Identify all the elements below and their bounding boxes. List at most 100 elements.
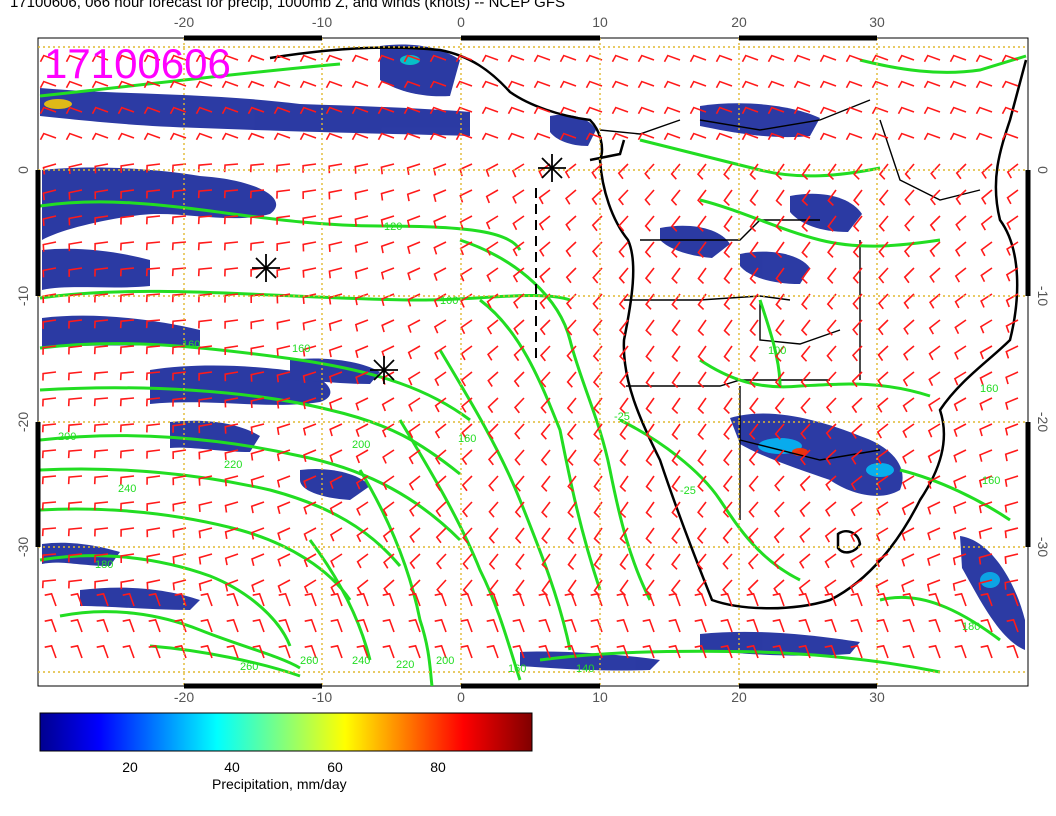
wind-barb: [329, 397, 343, 410]
wind-barb: [668, 644, 681, 659]
wind-barb: [923, 54, 941, 63]
svg-text:120: 120: [384, 221, 402, 233]
wind-barb: [304, 618, 317, 633]
wind-barb: [224, 293, 239, 303]
wind-barb: [799, 527, 811, 543]
wind-barb: [949, 80, 967, 89]
wind-barb: [172, 475, 187, 486]
wind-barb: [928, 319, 941, 335]
wind-barb: [65, 132, 83, 141]
wind-barb: [928, 293, 941, 309]
precipitation-maxima: [44, 55, 1000, 588]
wind-barb: [146, 449, 161, 459]
wind-barb: [250, 371, 265, 382]
wind-barb: [486, 592, 499, 607]
wind-barb: [746, 592, 759, 607]
wind-barb: [434, 345, 447, 360]
wind-barb: [325, 54, 343, 63]
wind-barb: [801, 267, 811, 284]
wind-barb: [801, 293, 811, 310]
wind-barb: [68, 189, 83, 200]
wind-barb: [722, 527, 733, 544]
wind-barb: [670, 163, 681, 180]
wind-barb: [198, 345, 213, 355]
wind-barb: [120, 241, 135, 251]
wind-barb: [226, 618, 239, 633]
wind-barb: [325, 132, 343, 141]
wind-barb: [94, 163, 109, 174]
wind-barb: [93, 319, 109, 329]
wind-barb: [825, 397, 837, 414]
wind-barb: [850, 592, 863, 607]
wind-barb: [775, 293, 785, 310]
wind-barb: [671, 267, 681, 284]
wind-barb: [226, 644, 239, 659]
wind-barb: [903, 241, 915, 258]
wind-barb: [302, 423, 317, 436]
wind-barb: [619, 345, 629, 362]
wind-barb: [408, 618, 421, 633]
wind-barb: [42, 215, 57, 226]
wind-barb: [354, 163, 369, 174]
svg-text:30: 30: [869, 689, 885, 705]
wind-barb: [663, 54, 681, 63]
wind-barb: [827, 163, 837, 180]
wind-barb: [302, 319, 317, 331]
wind-barb: [330, 618, 343, 633]
wind-barb: [723, 215, 733, 232]
svg-text:180: 180: [95, 559, 113, 571]
wind-barb: [559, 132, 577, 141]
wind-barb: [978, 527, 993, 539]
wind-barb: [514, 501, 525, 518]
wind-barb: [694, 618, 707, 633]
wind-barb: [619, 371, 629, 388]
wind-barb: [952, 579, 967, 591]
wind-barb: [722, 553, 733, 570]
wind-barb: [119, 319, 135, 329]
wind-barb: [696, 553, 707, 570]
wind-barb: [801, 241, 811, 258]
svg-text:-30: -30: [1035, 537, 1051, 557]
wind-barb: [224, 527, 239, 539]
wind-barb: [303, 475, 317, 489]
wind-barb: [383, 553, 395, 569]
svg-text:-25: -25: [614, 411, 630, 423]
wind-barb: [923, 106, 941, 115]
wind-barb: [953, 397, 967, 412]
wind-barb: [41, 501, 57, 511]
wind-barb: [819, 106, 837, 115]
wind-barb: [979, 449, 993, 462]
wind-barb: [67, 527, 83, 537]
wind-barb: [513, 345, 525, 362]
wind-barb: [377, 54, 395, 63]
wind-barb: [119, 449, 135, 459]
wind-barb: [94, 241, 109, 251]
wind-barb: [902, 423, 915, 439]
wind-barb: [354, 319, 369, 332]
wind-barb: [540, 397, 551, 414]
wind-barb: [487, 449, 499, 466]
wind-barb: [954, 618, 967, 633]
wind-barb: [954, 644, 967, 659]
wind-barb: [773, 501, 785, 518]
wind-barb: [720, 592, 733, 607]
wind-barb: [800, 371, 811, 388]
wind-barb: [403, 132, 421, 141]
wind-barb: [94, 215, 109, 225]
wind-barb: [481, 80, 499, 89]
wind-barb: [775, 319, 785, 336]
wind-barb: [954, 241, 967, 257]
lat-labels-left: 0 -10 -20 -30: [15, 166, 31, 557]
wind-barb: [429, 80, 447, 89]
wind-barb: [486, 267, 499, 283]
wind-barb: [68, 215, 83, 226]
wind-barb: [408, 475, 421, 491]
wind-barb: [67, 553, 83, 563]
wind-barb: [460, 592, 473, 607]
wind-barb: [172, 397, 187, 407]
svg-text:200: 200: [436, 655, 454, 667]
wind-barb: [749, 241, 759, 259]
wind-barb: [689, 80, 707, 89]
wind-barb: [616, 618, 629, 633]
wind-barb: [645, 449, 655, 467]
